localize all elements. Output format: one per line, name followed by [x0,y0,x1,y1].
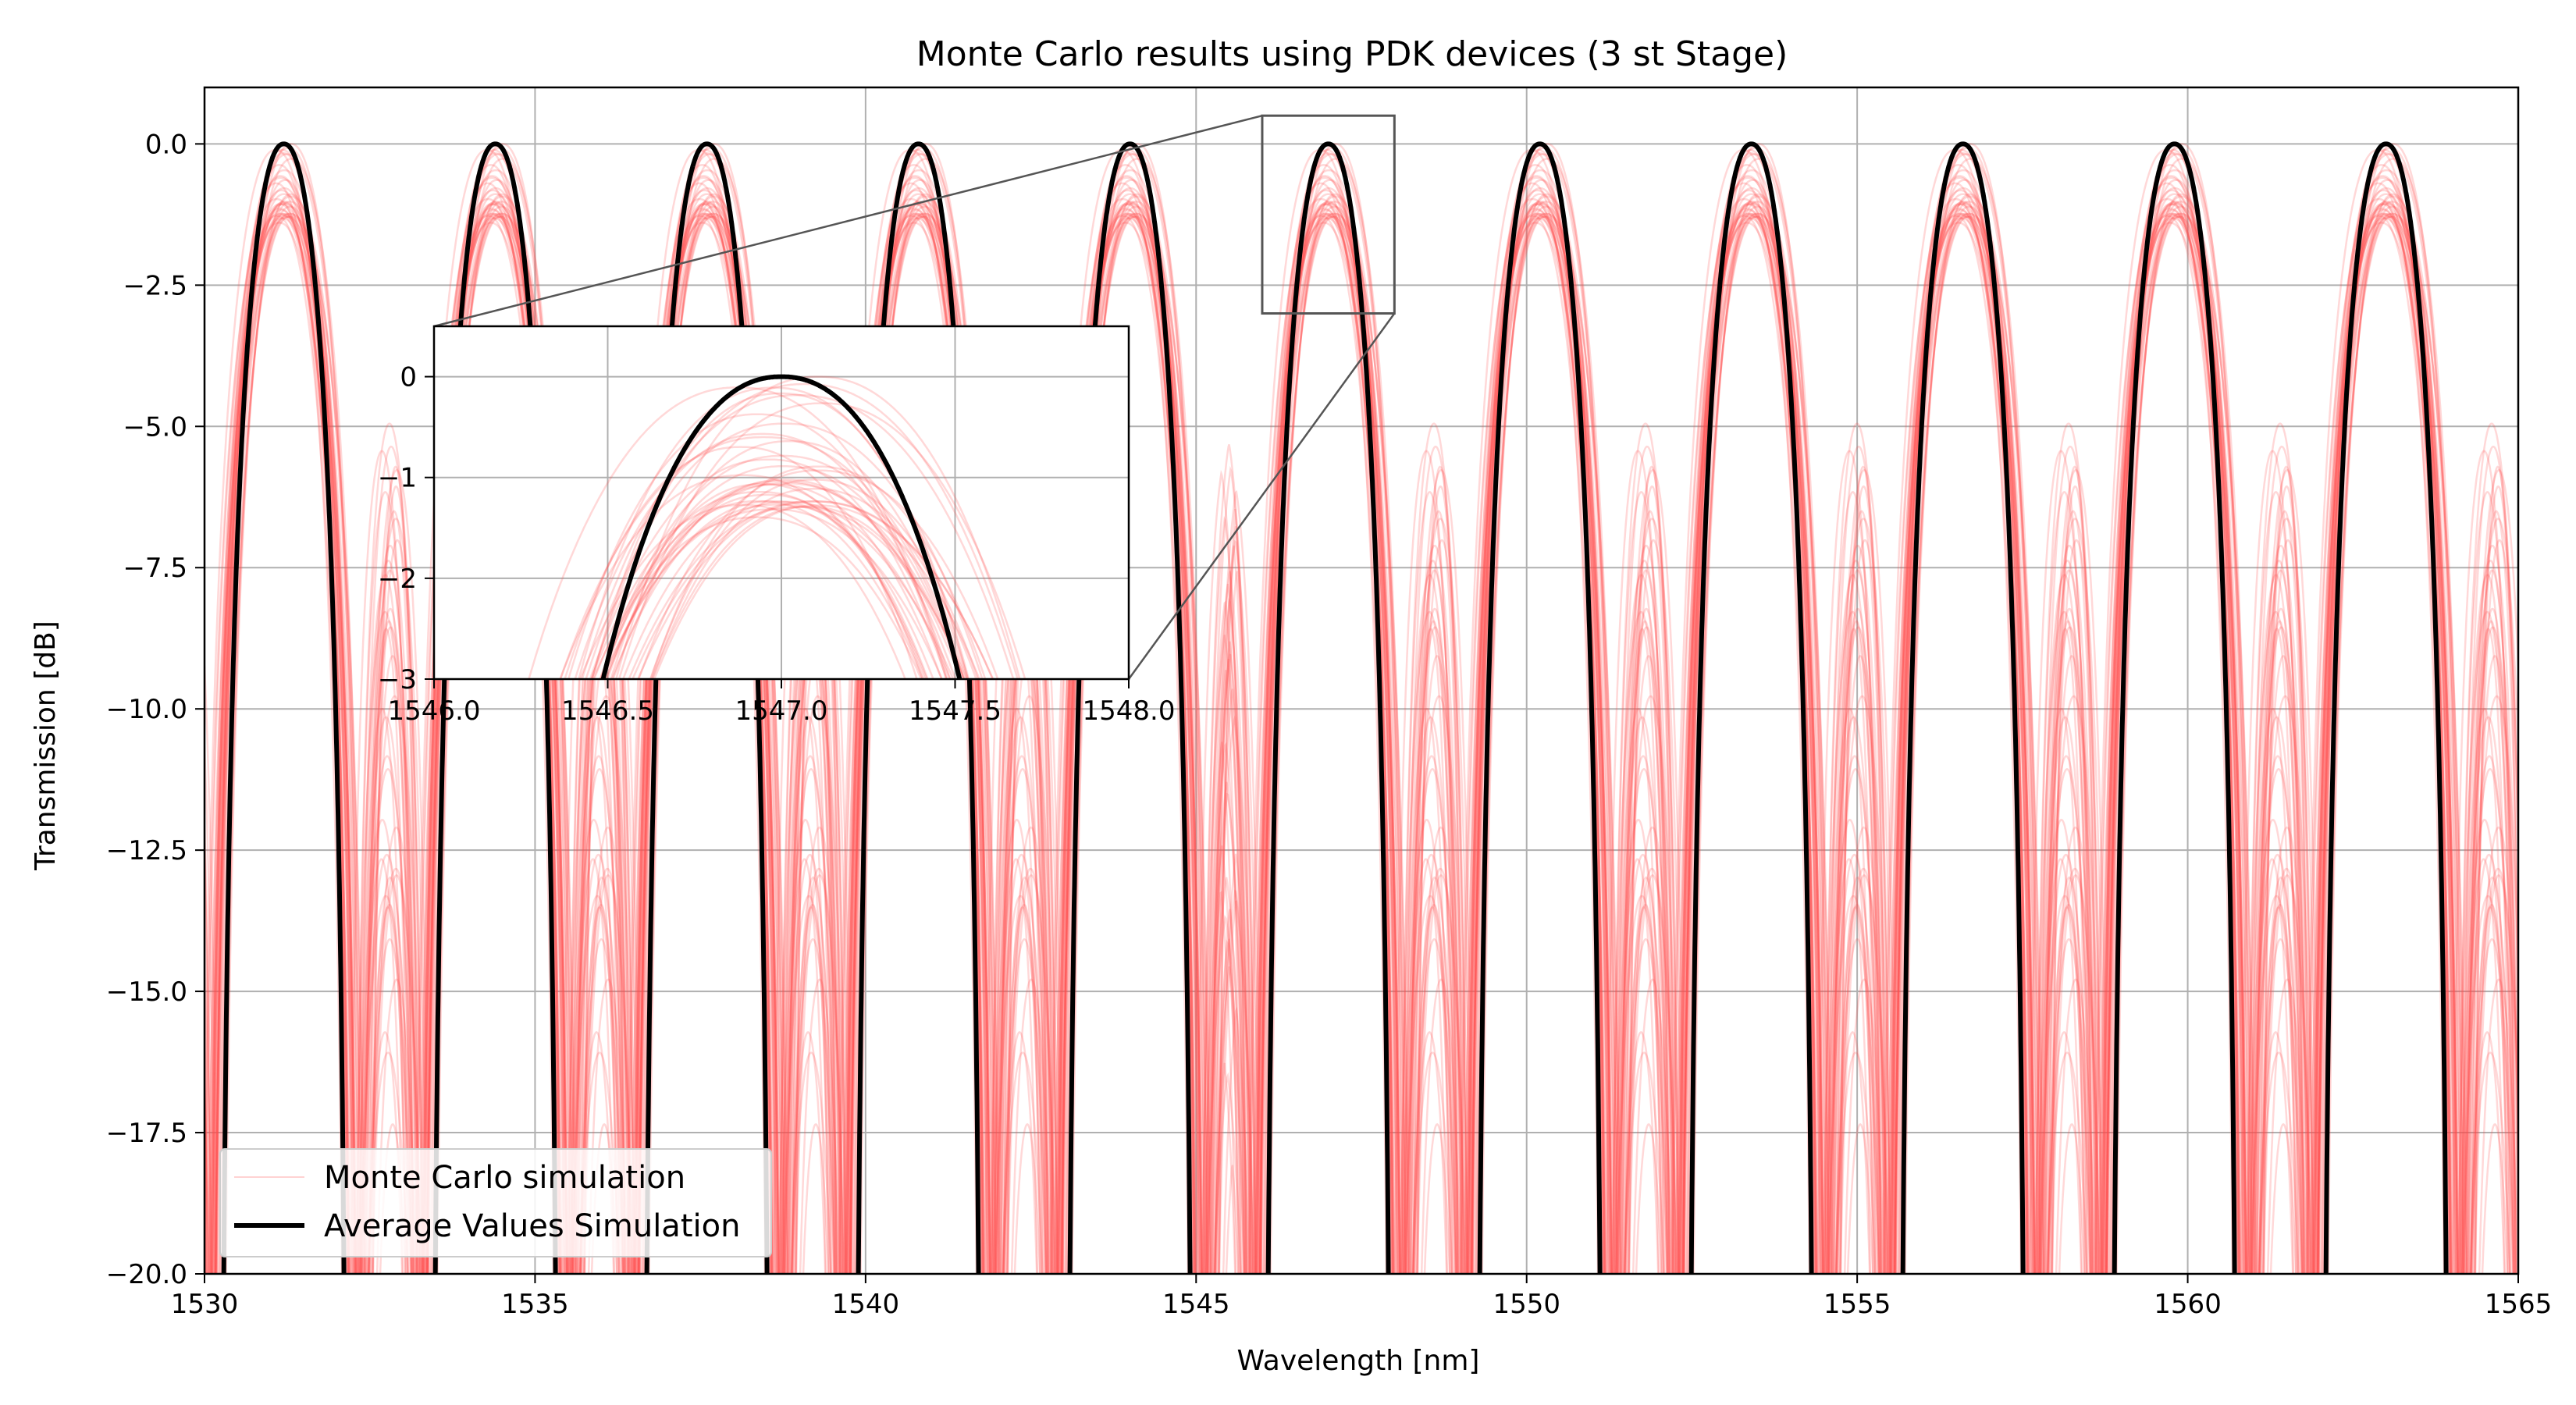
inset-y-tick-label-1: −1 [378,463,417,494]
monte-carlo-run-35 [212,153,2509,1274]
y-tick-label-3: −7.5 [123,553,187,584]
inset-x-tick-label-0: 1546.0 [388,695,481,727]
inset-monte-carlo-run-12 [578,503,907,679]
y-tick-label-7: −17.5 [106,1118,187,1149]
inset-monte-carlo-run-10 [649,478,980,679]
inset-monte-carlo-run-20 [651,488,977,679]
inset-monte-carlo-run-21 [578,386,970,679]
inset-zoom-plot: 1546.0 1546.5 1547.0 1547.5 1548.0 0 −1 −2 −3 [378,114,1396,727]
inset-monte-carlo-run-16 [601,503,955,679]
inset-monte-carlo-run-33 [590,382,1019,679]
inset-average-values-line [600,374,962,679]
inset-monte-carlo-run-4 [559,474,927,679]
inset-monte-carlo-run-19 [589,458,948,679]
x-tick-label-5: 1555 [1823,1289,1891,1320]
average-line [221,141,2449,1274]
inset-monte-carlo-run-22 [592,516,923,679]
inset-monte-carlo-run-1 [612,478,957,679]
inset-monte-carlo-run-9 [559,436,968,679]
x-tick-label-2: 1540 [832,1289,900,1320]
monte-carlo-run-33 [205,147,2518,1274]
inset-x-tick-label-2: 1547.0 [735,695,828,727]
x-tick-label-4: 1550 [1493,1289,1560,1320]
inset-monte-carlo-run-5 [651,506,965,679]
plot-frame [203,86,2520,1275]
inset-monte-carlo-run-39 [621,500,952,679]
inset-monte-carlo-run-28 [592,500,924,679]
y-tick-label-0: 0.0 [145,129,187,160]
inset-x-tick-label-4: 1548.0 [1083,695,1176,727]
inset-y-tick-label-2: −2 [378,564,417,595]
legend: Monte Carlo simulation Average Values Si… [219,1148,772,1257]
inset-monte-carlo-run-24 [637,500,994,679]
y-tick-label-4: −10.0 [106,694,187,725]
inset-monte-carlo-run-27 [599,480,962,679]
chart-title: Monte Carlo results using PDK devices (3… [916,34,1788,74]
inset-monte-carlo-run-38 [610,500,934,679]
inset-x-tick-label-1: 1546.5 [561,695,654,727]
y-tick-label-5: −12.5 [106,835,187,866]
monte-carlo-run-25 [215,203,2515,1274]
inset-monte-carlo-run-23 [610,439,970,679]
inset-monte-carlo-run-35 [581,393,1015,679]
inset-monte-carlo-lines [528,375,1026,679]
zoom-connector-upper [433,114,1263,328]
inset-monte-carlo-run-29 [591,392,970,679]
y-tick-label-1: −2.5 [123,270,187,301]
inset-monte-carlo-run-15 [585,422,984,679]
inset-monte-carlo-run-6 [628,506,968,679]
y-tick-label-2: −5.0 [123,411,187,443]
inset-monte-carlo-run-13 [637,469,999,679]
x-axis-label: Wavelength [nm] [1237,1345,1480,1377]
inset-monte-carlo-run-7 [653,504,981,679]
inset-average-line [600,374,962,679]
inset-monte-carlo-run-25 [600,482,924,679]
inset-monte-carlo-run-0 [615,375,1021,679]
inset-monte-carlo-run-11 [599,454,966,679]
inset-monte-carlo-run-37 [606,483,943,679]
inset-monte-carlo-run-18 [602,508,944,679]
x-tick-label-7: 1565 [2485,1289,2553,1320]
legend-frame [219,1148,772,1257]
monte-carlo-run-12 [207,215,2510,1274]
x-tick-label-3: 1545 [1162,1289,1230,1320]
zoom-indicator-box [1261,114,1396,315]
monte-carlo-run-15 [212,169,2515,1274]
inset-monte-carlo-run-34 [564,446,918,679]
y-tick-label-8: −20.0 [106,1259,187,1290]
x-tick-label-1: 1535 [501,1289,569,1320]
x-tick-label-6: 1560 [2154,1289,2222,1320]
legend-label-monte-carlo: Monte Carlo simulation [324,1160,685,1196]
monte-carlo-run-4 [205,197,2509,1274]
average-values-line [221,141,2449,1274]
inset-monte-carlo-run-26 [528,386,948,679]
inset-monte-carlo-run-14 [574,432,952,679]
y-tick-label-6: −15.0 [106,976,187,1008]
inset-monte-carlo-run-8 [604,493,929,679]
inset-monte-carlo-run-32 [568,413,948,679]
inset-monte-carlo-run-3 [589,490,928,679]
legend-label-average: Average Values Simulation [324,1208,740,1244]
inset-monte-carlo-run-2 [604,482,966,679]
inset-monte-carlo-run-31 [617,402,1026,679]
inset-monte-carlo-run-17 [600,465,965,679]
inset-x-tick-label-3: 1547.5 [909,695,1002,727]
monte-carlo-run-22 [207,222,2506,1274]
y-axis-label: Transmission [dB] [30,621,62,871]
x-tick-label-0: 1530 [171,1289,239,1320]
zoom-connector-lower [1127,312,1396,680]
inset-y-tick-label-0: 0 [400,362,417,393]
inset-monte-carlo-run-36 [632,500,994,679]
inset-y-tick-label-3: −3 [378,664,417,695]
inset-monte-carlo-run-30 [649,465,987,679]
